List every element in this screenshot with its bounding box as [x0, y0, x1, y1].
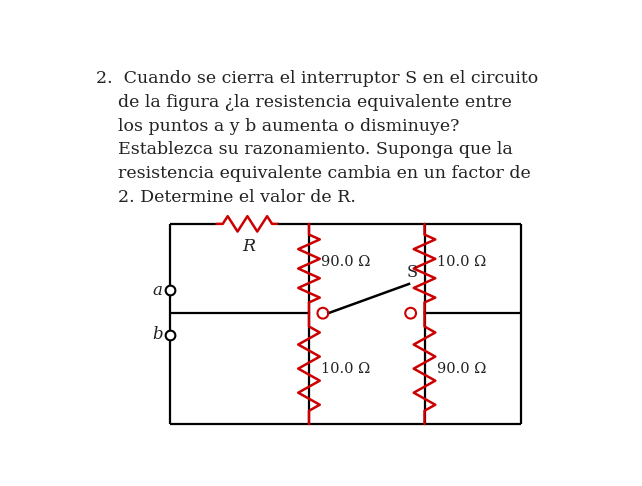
Text: 10.0 Ω: 10.0 Ω	[437, 255, 486, 269]
Text: a: a	[153, 281, 162, 298]
Text: b: b	[152, 326, 162, 343]
Text: los puntos a y b aumenta o disminuye?: los puntos a y b aumenta o disminuye?	[96, 118, 459, 135]
Text: 10.0 Ω: 10.0 Ω	[322, 362, 370, 376]
Text: 2. Determine el valor de R.: 2. Determine el valor de R.	[96, 189, 356, 206]
Text: Establezca su razonamiento. Suponga que la: Establezca su razonamiento. Suponga que …	[96, 141, 512, 158]
Text: S: S	[407, 264, 418, 281]
Text: 90.0 Ω: 90.0 Ω	[437, 362, 486, 376]
Text: 90.0 Ω: 90.0 Ω	[322, 255, 370, 269]
Text: resistencia equivalente cambia en un factor de: resistencia equivalente cambia en un fac…	[96, 165, 530, 182]
Text: de la figura ¿la resistencia equivalente entre: de la figura ¿la resistencia equivalente…	[96, 94, 512, 111]
Text: 2.  Cuando se cierra el interruptor S en el circuito: 2. Cuando se cierra el interruptor S en …	[96, 70, 538, 87]
Text: R: R	[243, 238, 256, 255]
